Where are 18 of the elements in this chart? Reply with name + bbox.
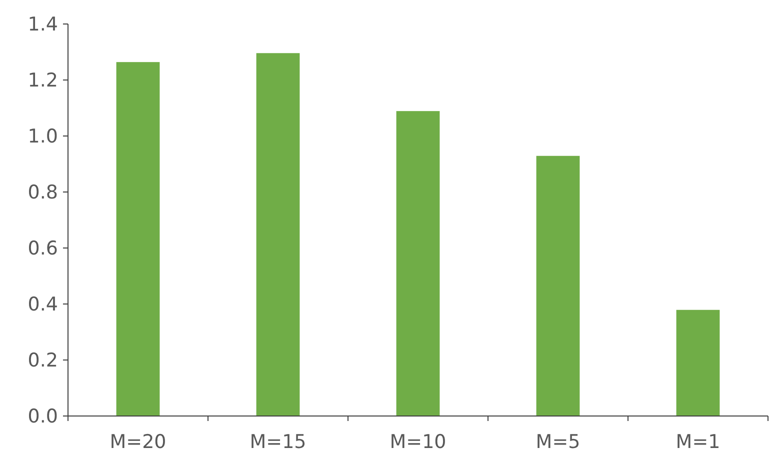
bar: [116, 62, 160, 416]
y-tick-label: 0.2: [28, 350, 58, 372]
bar: [256, 53, 300, 416]
y-tick-label: 1.2: [28, 70, 58, 92]
x-tick-label: M=10: [390, 431, 446, 453]
y-tick-label: 0.0: [28, 406, 58, 428]
bar: [396, 111, 440, 416]
y-tick-label: 1.0: [28, 126, 58, 148]
bar: [676, 310, 720, 416]
x-tick-label: M=1: [676, 431, 720, 453]
y-tick-label: 0.8: [28, 182, 58, 204]
bar: [536, 156, 580, 416]
y-tick-label: 0.6: [28, 238, 58, 260]
x-tick-label: M=15: [250, 431, 306, 453]
x-tick-label: M=5: [536, 431, 580, 453]
y-tick-label: 1.4: [28, 14, 58, 36]
x-tick-label: M=20: [110, 431, 166, 453]
y-tick-label: 0.4: [28, 294, 58, 316]
